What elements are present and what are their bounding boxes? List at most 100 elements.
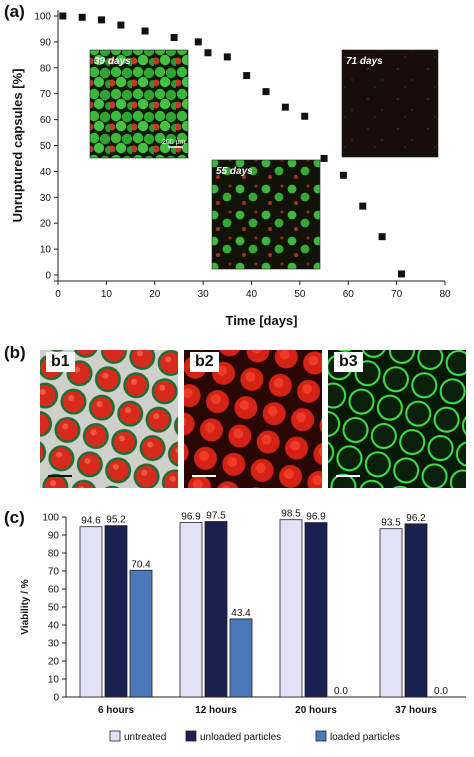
c-y-axis-label: Viability / %: [20, 579, 31, 634]
inset-39-days-label: 39 days: [94, 56, 131, 67]
a-data-point: [78, 13, 86, 21]
chart-a: 0 10 20 30 40 50 60 70 80 90 100 0 10 20 30 40 50 60 70 80 T…: [10, 10, 451, 328]
a-data-point: [359, 202, 367, 210]
c-y-tick-label: 100: [42, 513, 59, 524]
c-legend-swatch: [315, 730, 327, 742]
a-y-tick-label: 40: [40, 167, 52, 178]
a-x-tick-label: 10: [101, 289, 113, 300]
c-legend-swatch: [185, 730, 197, 742]
a-data-point: [320, 154, 328, 162]
c-y-tick-label: 10: [48, 675, 60, 686]
inset-71-days: 71 days: [341, 49, 439, 158]
micrograph-b2-image: [184, 350, 322, 488]
panel-label-b: (b): [4, 343, 26, 362]
c-bar: [279, 519, 303, 698]
a-y-tick-label: 50: [40, 141, 52, 152]
c-y-tick-label: 30: [48, 639, 60, 650]
a-y-tick-label: 70: [40, 89, 52, 100]
panel-label-c: (c): [4, 508, 25, 527]
inset-71-days-label: 71 days: [346, 56, 383, 67]
a-data-point: [262, 88, 270, 96]
a-data-point: [170, 33, 178, 41]
a-x-tick-label: 70: [391, 289, 403, 300]
c-legend-swatch: [109, 730, 121, 742]
a-data-point: [378, 233, 386, 241]
a-x-tick-label: 0: [55, 289, 61, 300]
panel-label-a: (a): [4, 2, 25, 21]
a-x-tick-label: 20: [149, 289, 161, 300]
c-bar: [104, 525, 128, 698]
c-bar-value-label: 43.4: [231, 608, 251, 619]
a-y-tick-label: 20: [40, 219, 52, 230]
c-bar: [379, 528, 403, 698]
micrograph-b1-image: [40, 350, 178, 488]
c-bar: [204, 521, 228, 698]
c-y-tick-label: 70: [48, 567, 60, 578]
c-bar: [179, 522, 203, 698]
c-bar: [79, 526, 103, 698]
c-bar-value-label: 94.6: [81, 516, 101, 527]
c-bar-value-label: 70.4: [131, 559, 151, 570]
a-y-axis-label: Unruptured capsules [%]: [10, 69, 25, 223]
c-bar-value-label: 96.9: [306, 512, 326, 523]
a-x-tick-label: 80: [439, 289, 451, 300]
a-y-tick-label: 10: [40, 245, 52, 256]
micrograph-b3-label: b3: [334, 352, 363, 372]
c-legend-label: loaded particles: [330, 732, 400, 743]
a-data-point: [301, 112, 309, 120]
c-bar-value-label: 95.2: [106, 515, 126, 526]
a-x-axis-label: Time [days]: [225, 313, 297, 328]
c-bar: [404, 523, 428, 698]
a-data-point: [194, 38, 202, 46]
c-bar-value-label: 98.5: [281, 509, 301, 520]
c-category-label: 6 hours: [98, 705, 135, 716]
a-y-tick-label: 90: [40, 37, 52, 48]
c-y-tick-label: 50: [48, 603, 60, 614]
c-y-tick-label: 20: [48, 657, 60, 668]
c-category-label: 12 hours: [195, 705, 237, 716]
a-data-point: [397, 270, 405, 278]
a-data-point: [281, 103, 289, 111]
inset-55-days-label: 55 days: [216, 166, 253, 177]
a-data-point: [204, 49, 212, 57]
a-y-tick-label: 100: [34, 12, 51, 23]
c-bar: [229, 618, 253, 698]
a-y-tick-label: 30: [40, 193, 52, 204]
scale-bar-label: 200 µm: [162, 139, 186, 146]
a-x-tick-label: 60: [343, 289, 355, 300]
a-data-point: [59, 12, 67, 20]
a-y-tick-label: 0: [45, 271, 51, 282]
a-y-tick-label: 60: [40, 115, 52, 126]
chart-c: 0 10 20 30 40 50 60 70 80 90 100 Viability / % 94.6…: [20, 509, 466, 743]
a-data-point: [117, 21, 125, 29]
micrograph-b3-image: [328, 350, 466, 488]
c-bar-value-label: 93.5: [381, 518, 401, 529]
micrograph-b2-label: b2: [190, 352, 219, 372]
a-y-tick-label: 80: [40, 63, 52, 74]
a-data-point: [243, 72, 251, 80]
c-bar-value-label: 97.5: [206, 511, 226, 522]
c-y-tick-label: 60: [48, 585, 60, 596]
micrograph-b2: b2: [184, 350, 322, 488]
c-category-label: 37 hours: [395, 705, 437, 716]
c-y-tick-label: 80: [48, 549, 60, 560]
micrograph-b3: b3: [328, 350, 466, 488]
a-x-tick-label: 50: [294, 289, 306, 300]
c-bar-value-label: 96.2: [406, 513, 426, 524]
c-legend-label: untreated: [124, 732, 166, 743]
c-bar-value-label: 0.0: [434, 686, 448, 697]
c-legend-label: unloaded particles: [200, 732, 281, 743]
inset-39-days: 39 days 200 µm: [89, 49, 189, 159]
c-bar-value-label: 96.9: [181, 512, 201, 523]
a-data-point: [223, 53, 231, 61]
a-data-point: [141, 27, 149, 35]
inset-55-days: 55 days: [211, 159, 321, 270]
c-y-tick-label: 90: [48, 531, 60, 542]
c-bar: [129, 569, 153, 698]
a-data-point: [98, 16, 106, 24]
micrograph-b1: b1: [40, 350, 178, 488]
c-y-tick-label: 40: [48, 621, 60, 632]
c-bar-value-label: 0.0: [334, 686, 348, 697]
a-data-point: [339, 171, 347, 179]
c-bar: [304, 522, 328, 698]
